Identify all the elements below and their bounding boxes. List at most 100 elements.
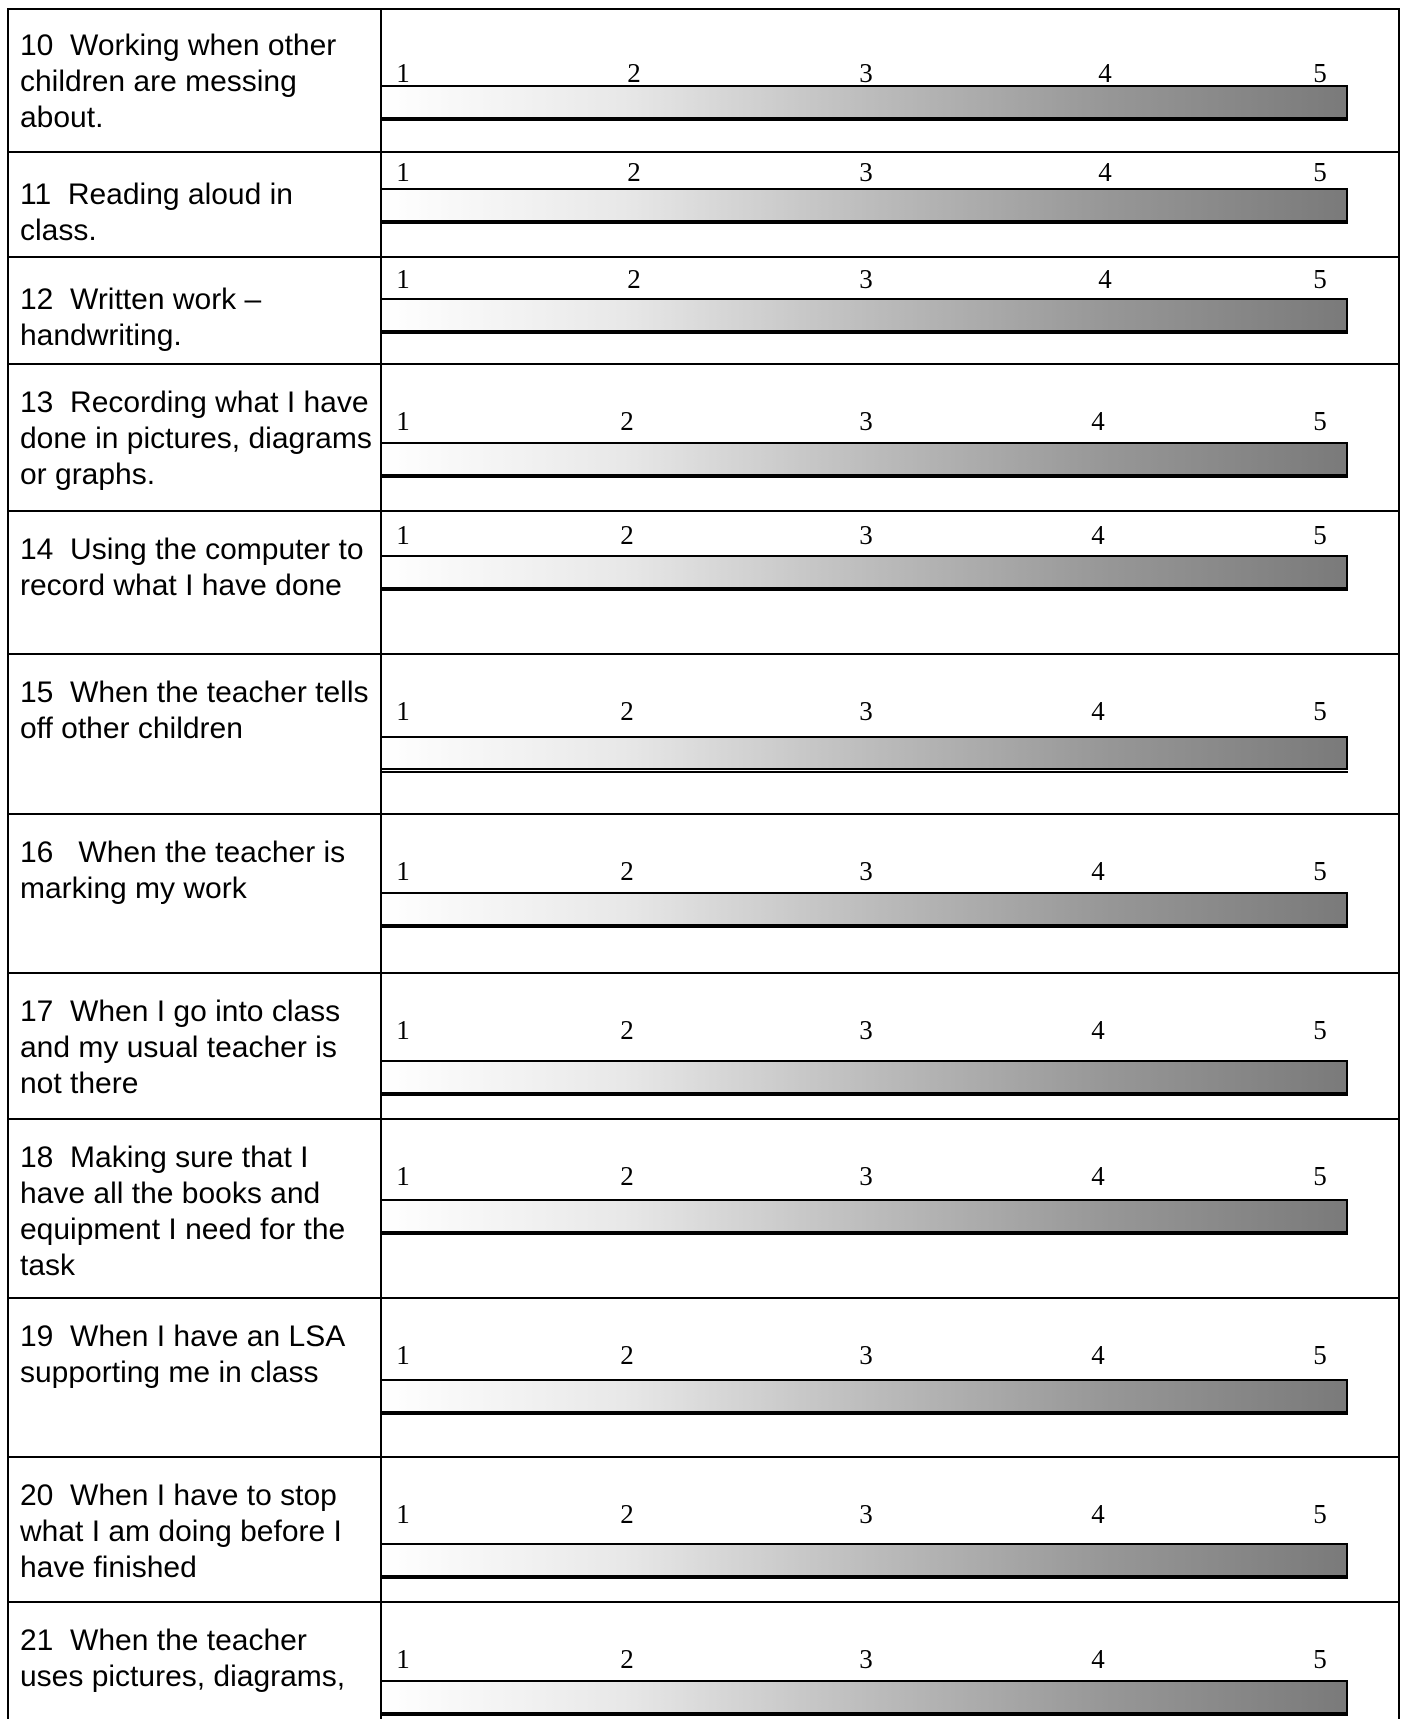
scale-label-5[interactable]: 5 xyxy=(1313,264,1327,294)
question-row: 13 Recording what I have done in picture… xyxy=(7,365,1400,512)
column-divider xyxy=(380,8,382,153)
scale-baseline xyxy=(382,1714,1348,1716)
scale-label-1[interactable]: 1 xyxy=(396,264,410,294)
scale-label-4[interactable]: 4 xyxy=(1098,264,1112,294)
scale-baseline xyxy=(382,771,1348,773)
scale-label-1[interactable]: 1 xyxy=(396,1340,410,1370)
scale-label-2[interactable]: 2 xyxy=(620,1499,634,1529)
scale-label-1[interactable]: 1 xyxy=(396,1015,410,1045)
scale-label-5[interactable]: 5 xyxy=(1313,696,1327,726)
scale-label-5[interactable]: 5 xyxy=(1313,58,1327,88)
scale-label-1[interactable]: 1 xyxy=(396,856,410,886)
scale-label-5[interactable]: 5 xyxy=(1313,406,1327,436)
scale-label-5[interactable]: 5 xyxy=(1313,1161,1327,1191)
scale-baseline xyxy=(382,1233,1348,1235)
scale-baseline xyxy=(382,476,1348,478)
scale-label-3[interactable]: 3 xyxy=(859,264,873,294)
scale-label-5[interactable]: 5 xyxy=(1313,1644,1327,1674)
question-row: 21 When the teacher uses pictures, diagr… xyxy=(7,1603,1400,1719)
question-label: 12 Written work – handwriting. xyxy=(20,283,270,352)
row-border xyxy=(7,8,1400,153)
rating-scale-bar[interactable] xyxy=(382,555,1348,589)
scale-label-3[interactable]: 3 xyxy=(859,58,873,88)
rating-scale-bar[interactable] xyxy=(382,442,1348,476)
scale-label-1[interactable]: 1 xyxy=(396,1161,410,1191)
column-divider xyxy=(380,153,382,258)
scale-label-3[interactable]: 3 xyxy=(859,1015,873,1045)
scale-label-4[interactable]: 4 xyxy=(1091,1644,1105,1674)
scale-label-5[interactable]: 5 xyxy=(1313,157,1327,187)
scale-label-3[interactable]: 3 xyxy=(859,696,873,726)
scale-label-5[interactable]: 5 xyxy=(1313,1340,1327,1370)
scale-label-3[interactable]: 3 xyxy=(859,1340,873,1370)
scale-label-3[interactable]: 3 xyxy=(859,1161,873,1191)
scale-label-3[interactable]: 3 xyxy=(859,520,873,550)
scale-label-5[interactable]: 5 xyxy=(1313,1015,1327,1045)
scale-label-1[interactable]: 1 xyxy=(396,1499,410,1529)
scale-label-4[interactable]: 4 xyxy=(1098,58,1112,88)
scale-label-1[interactable]: 1 xyxy=(396,157,410,187)
scale-label-3[interactable]: 3 xyxy=(859,157,873,187)
row-border xyxy=(7,1299,1400,1458)
scale-label-2[interactable]: 2 xyxy=(627,264,641,294)
scale-label-4[interactable]: 4 xyxy=(1098,157,1112,187)
scale-baseline xyxy=(382,1577,1348,1579)
column-divider xyxy=(380,655,382,815)
scale-label-4[interactable]: 4 xyxy=(1091,520,1105,550)
scale-label-4[interactable]: 4 xyxy=(1091,856,1105,886)
scale-label-3[interactable]: 3 xyxy=(859,406,873,436)
scale-label-3[interactable]: 3 xyxy=(859,1644,873,1674)
scale-baseline xyxy=(382,926,1348,928)
question-row: 17 When I go into class and my usual tea… xyxy=(7,974,1400,1120)
scale-label-3[interactable]: 3 xyxy=(859,1499,873,1529)
scale-label-2[interactable]: 2 xyxy=(620,1644,634,1674)
scale-label-1[interactable]: 1 xyxy=(396,696,410,726)
scale-label-2[interactable]: 2 xyxy=(620,1015,634,1045)
row-border xyxy=(7,655,1400,815)
question-label: 18 Making sure that I have all the books… xyxy=(20,1141,354,1282)
rating-scale-bar[interactable] xyxy=(382,892,1348,926)
scale-label-4[interactable]: 4 xyxy=(1091,1340,1105,1370)
question-label: 11 Reading aloud in class. xyxy=(20,178,302,247)
rating-scale-bar[interactable] xyxy=(382,1379,1348,1413)
scale-baseline xyxy=(382,119,1348,121)
rating-scale-bar[interactable] xyxy=(382,1199,1348,1233)
column-divider xyxy=(380,1603,382,1719)
scale-label-2[interactable]: 2 xyxy=(620,696,634,726)
scale-baseline xyxy=(382,332,1348,334)
scale-label-4[interactable]: 4 xyxy=(1091,406,1105,436)
column-divider xyxy=(380,815,382,974)
scale-label-5[interactable]: 5 xyxy=(1313,1499,1327,1529)
scale-label-4[interactable]: 4 xyxy=(1091,1015,1105,1045)
scale-label-1[interactable]: 1 xyxy=(396,406,410,436)
scale-baseline xyxy=(382,1094,1348,1096)
column-divider xyxy=(380,1458,382,1603)
scale-label-5[interactable]: 5 xyxy=(1313,520,1327,550)
scale-label-2[interactable]: 2 xyxy=(620,1161,634,1191)
scale-label-2[interactable]: 2 xyxy=(627,58,641,88)
rating-scale-bar[interactable] xyxy=(382,298,1348,332)
rating-scale-bar[interactable] xyxy=(382,188,1348,222)
scale-label-1[interactable]: 1 xyxy=(396,58,410,88)
scale-label-4[interactable]: 4 xyxy=(1091,696,1105,726)
scale-label-4[interactable]: 4 xyxy=(1091,1499,1105,1529)
scale-label-4[interactable]: 4 xyxy=(1091,1161,1105,1191)
scale-label-1[interactable]: 1 xyxy=(396,520,410,550)
scale-label-3[interactable]: 3 xyxy=(859,856,873,886)
scale-label-2[interactable]: 2 xyxy=(620,856,634,886)
scale-label-2[interactable]: 2 xyxy=(620,520,634,550)
scale-label-2[interactable]: 2 xyxy=(620,406,634,436)
scale-label-5[interactable]: 5 xyxy=(1313,856,1327,886)
rating-scale-bar[interactable] xyxy=(382,1680,1348,1714)
rating-scale-bar[interactable] xyxy=(382,1060,1348,1094)
column-divider xyxy=(380,365,382,512)
scale-label-1[interactable]: 1 xyxy=(396,1644,410,1674)
scale-label-2[interactable]: 2 xyxy=(627,157,641,187)
scale-baseline xyxy=(382,222,1348,224)
column-divider xyxy=(380,258,382,365)
rating-scale-bar[interactable] xyxy=(382,85,1348,119)
rating-scale-bar[interactable] xyxy=(382,1543,1348,1577)
rating-scale-bar[interactable] xyxy=(382,736,1348,770)
scale-label-2[interactable]: 2 xyxy=(620,1340,634,1370)
